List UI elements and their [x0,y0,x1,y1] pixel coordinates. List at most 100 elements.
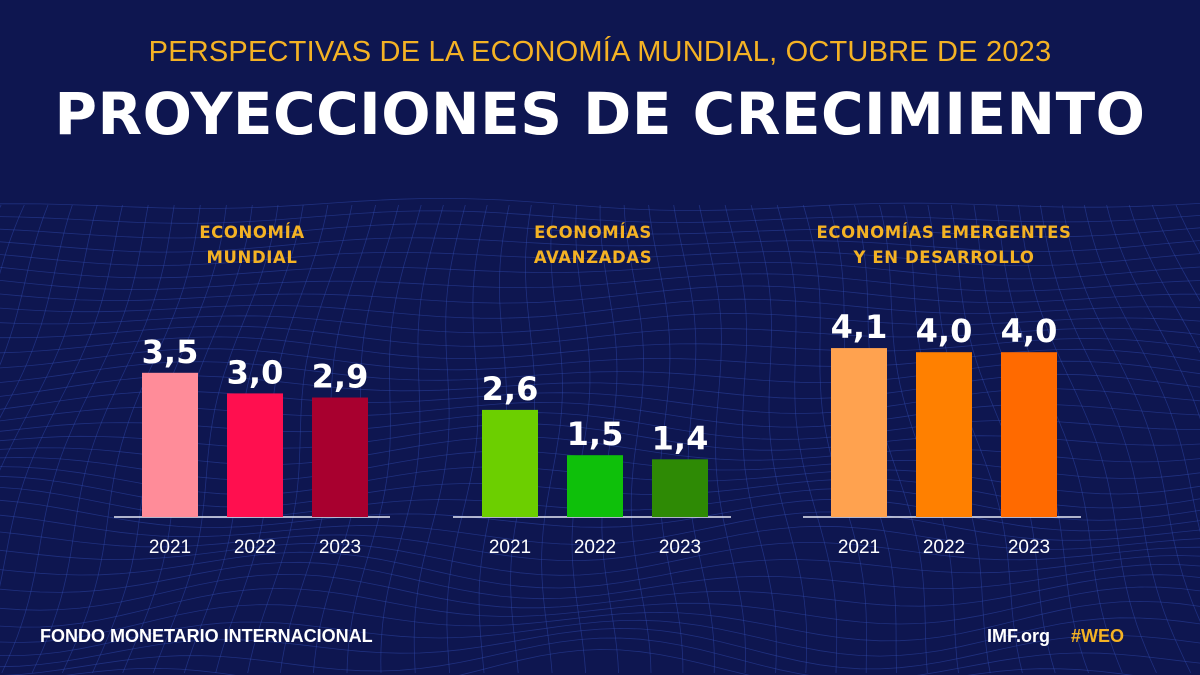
mesh-row [0,373,1200,399]
mesh-row [0,262,1200,280]
data-label: 2,9 [312,358,369,396]
mesh-column [1040,204,1192,674]
mesh-column [0,204,98,471]
bar [227,393,283,517]
bar [482,409,538,517]
data-label: 4,1 [831,308,888,346]
mesh-row [0,336,1200,360]
x-tick-label: 2023 [659,537,701,558]
x-tick-label: 2023 [1008,537,1050,558]
mesh-column [927,204,1023,674]
mesh-lines [0,197,1200,675]
website-link[interactable]: IMF.org [986,626,1050,646]
mesh-column [413,204,466,674]
mesh-row [0,627,1200,670]
mesh-row [0,237,1200,253]
x-tick-label: 2023 [319,537,361,558]
bar [1001,352,1057,517]
mesh-column [152,204,279,674]
mesh-row [0,436,1200,466]
x-tick-label: 2022 [574,537,616,558]
mesh-column [599,205,619,674]
bar [567,455,623,517]
mesh-column [996,204,1123,674]
mesh-row [0,511,1200,545]
mesh-column [1061,204,1200,622]
hashtag-link[interactable]: #WEO [1070,626,1124,646]
mesh-row [0,298,1200,319]
mesh-row [0,551,1200,589]
mesh-row [0,197,1200,211]
mesh-row [0,360,1200,384]
mesh-row [0,312,1200,334]
mesh-column [673,204,715,674]
chart-title: ECONOMÍAS [534,223,652,242]
mesh-column [541,204,563,674]
mesh-column [648,204,684,674]
mesh-column [724,204,777,674]
data-label: 1,5 [567,415,624,453]
mesh-row [3,637,1200,675]
mesh-row [0,348,1200,371]
bar [831,348,887,517]
organization-name: FONDO MONETARIO INTERNACIONAL [40,626,373,646]
x-tick-label: 2021 [489,537,531,558]
mesh-column [879,204,959,674]
mesh-row [0,412,1200,440]
chart-title: ECONOMÍA [199,223,304,242]
mesh-row [65,649,1134,675]
data-label: 4,0 [1001,312,1058,350]
mesh-column [571,204,591,674]
mesh-column [776,204,838,674]
mesh-row [0,401,1200,428]
mesh-column [1106,204,1200,420]
mesh-column [31,204,175,674]
mesh-column [380,204,444,674]
mesh-column [623,204,652,674]
mesh-row [0,498,1200,532]
mesh-row [0,617,1200,657]
mesh-column [1151,204,1200,302]
x-tick-label: 2021 [838,537,880,558]
page-subtitle: PERSPECTIVAS DE LA ECONOMÍA MUNDIAL, OCT… [148,36,1052,68]
mesh-row [0,542,1200,576]
chart-panel: ECONOMÍA MUNDIAL 3,5 2021 3,0 2022 2,9 2023 [114,223,390,558]
mesh-column [1128,204,1200,354]
data-label: 4,0 [916,312,973,350]
mesh-column [446,204,488,674]
data-label: 3,5 [142,333,199,371]
page-title: PROYECCIONES DE CRECIMIENTO [54,80,1146,148]
chart-title: MUNDIAL [207,248,298,267]
chart-panel: ECONOMÍAS EMERGENTES Y EN DESARROLLO 4,1 20… [803,223,1081,558]
bar [142,372,198,517]
mesh-column [1,204,149,674]
x-tick-label: 2022 [234,537,276,558]
mesh-row [0,273,1200,292]
data-label: 3,0 [227,353,284,391]
mesh-column [247,204,353,674]
mesh-column [0,204,73,419]
mesh-row [0,388,1200,414]
mesh-row [0,325,1200,347]
mesh-row [0,525,1200,562]
mesh-row [0,561,1200,600]
chart-title: AVANZADAS [534,248,652,267]
mesh-column [0,204,49,366]
mesh-row [0,251,1200,267]
bar [652,459,708,517]
mesh-column [750,204,807,674]
mesh-row [0,423,1200,451]
mesh-row [0,573,1200,611]
chart-title: Y EN DESARROLLO [852,248,1034,267]
x-tick-label: 2021 [149,537,191,558]
mesh-column [1083,204,1200,533]
bar [312,397,368,517]
mesh-column [1018,204,1157,674]
bar [916,352,972,517]
chart-panel: ECONOMÍAS AVANZADAS 2,6 2021 1,5 2022 1,4 2023 [453,223,731,558]
mesh-column [802,204,867,674]
data-label: 1,4 [652,419,709,457]
mesh-column [0,204,123,588]
